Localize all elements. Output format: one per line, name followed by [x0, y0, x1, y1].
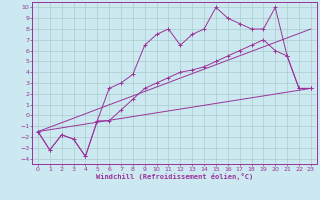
- X-axis label: Windchill (Refroidissement éolien,°C): Windchill (Refroidissement éolien,°C): [96, 173, 253, 180]
